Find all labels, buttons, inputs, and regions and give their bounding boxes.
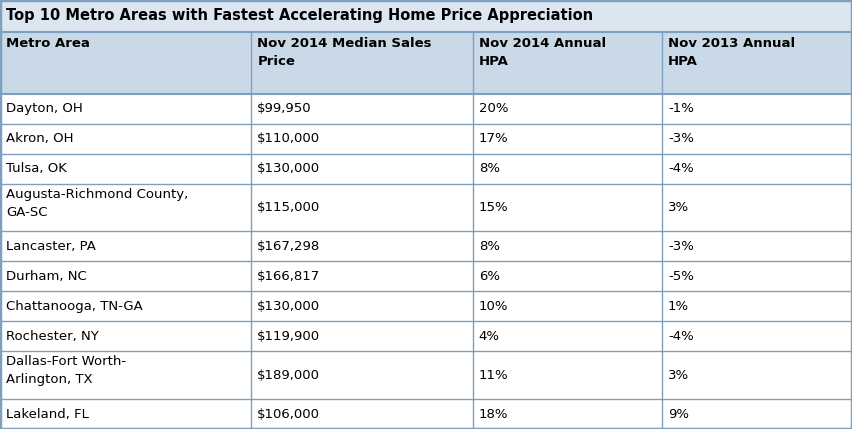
Text: 18%: 18% <box>479 408 509 420</box>
Text: -4%: -4% <box>668 162 694 175</box>
Text: $167,298: $167,298 <box>257 240 320 253</box>
Text: Nov 2013 Annual
HPA: Nov 2013 Annual HPA <box>668 37 795 68</box>
Text: $189,000: $189,000 <box>257 369 320 382</box>
Bar <box>0 399 852 429</box>
Text: -5%: -5% <box>668 270 694 283</box>
Text: -4%: -4% <box>668 330 694 343</box>
Text: 3%: 3% <box>668 369 689 382</box>
Text: $115,000: $115,000 <box>257 201 320 214</box>
Text: Lakeland, FL: Lakeland, FL <box>6 408 89 420</box>
Text: Lancaster, PA: Lancaster, PA <box>6 240 96 253</box>
Text: 17%: 17% <box>479 132 509 145</box>
Text: Tulsa, OK: Tulsa, OK <box>6 162 66 175</box>
Text: Top 10 Metro Areas with Fastest Accelerating Home Price Appreciation: Top 10 Metro Areas with Fastest Accelera… <box>6 9 593 24</box>
Bar <box>0 124 852 154</box>
Text: $166,817: $166,817 <box>257 270 320 283</box>
Text: Durham, NC: Durham, NC <box>6 270 87 283</box>
Text: 1%: 1% <box>668 300 689 313</box>
Text: Dayton, OH: Dayton, OH <box>6 102 83 115</box>
Text: 6%: 6% <box>479 270 500 283</box>
Text: $130,000: $130,000 <box>257 162 320 175</box>
Text: 10%: 10% <box>479 300 509 313</box>
Text: Dallas-Fort Worth-
Arlington, TX: Dallas-Fort Worth- Arlington, TX <box>6 355 126 386</box>
Bar <box>0 94 852 124</box>
Text: Nov 2014 Median Sales
Price: Nov 2014 Median Sales Price <box>257 37 432 68</box>
Text: 4%: 4% <box>479 330 500 343</box>
Bar <box>0 0 852 32</box>
Text: Akron, OH: Akron, OH <box>6 132 73 145</box>
Text: 8%: 8% <box>479 162 500 175</box>
Text: $106,000: $106,000 <box>257 408 320 420</box>
Text: 15%: 15% <box>479 201 509 214</box>
Text: 20%: 20% <box>479 102 509 115</box>
Bar <box>0 321 852 351</box>
Text: Metro Area: Metro Area <box>6 37 89 50</box>
Text: $99,950: $99,950 <box>257 102 312 115</box>
Bar <box>0 154 852 184</box>
Bar <box>0 351 852 399</box>
Text: Chattanooga, TN-GA: Chattanooga, TN-GA <box>6 300 143 313</box>
Bar <box>0 232 852 261</box>
Text: 3%: 3% <box>668 201 689 214</box>
Bar <box>0 261 852 291</box>
Bar <box>0 184 852 232</box>
Text: $119,900: $119,900 <box>257 330 320 343</box>
Bar <box>0 32 852 94</box>
Text: $130,000: $130,000 <box>257 300 320 313</box>
Text: 9%: 9% <box>668 408 689 420</box>
Text: $110,000: $110,000 <box>257 132 320 145</box>
Bar <box>0 291 852 321</box>
Text: -1%: -1% <box>668 102 694 115</box>
Text: Augusta-Richmond County,
GA-SC: Augusta-Richmond County, GA-SC <box>6 187 188 218</box>
Text: 11%: 11% <box>479 369 509 382</box>
Text: 8%: 8% <box>479 240 500 253</box>
Text: -3%: -3% <box>668 240 694 253</box>
Text: -3%: -3% <box>668 132 694 145</box>
Text: Nov 2014 Annual
HPA: Nov 2014 Annual HPA <box>479 37 606 68</box>
Text: Rochester, NY: Rochester, NY <box>6 330 99 343</box>
